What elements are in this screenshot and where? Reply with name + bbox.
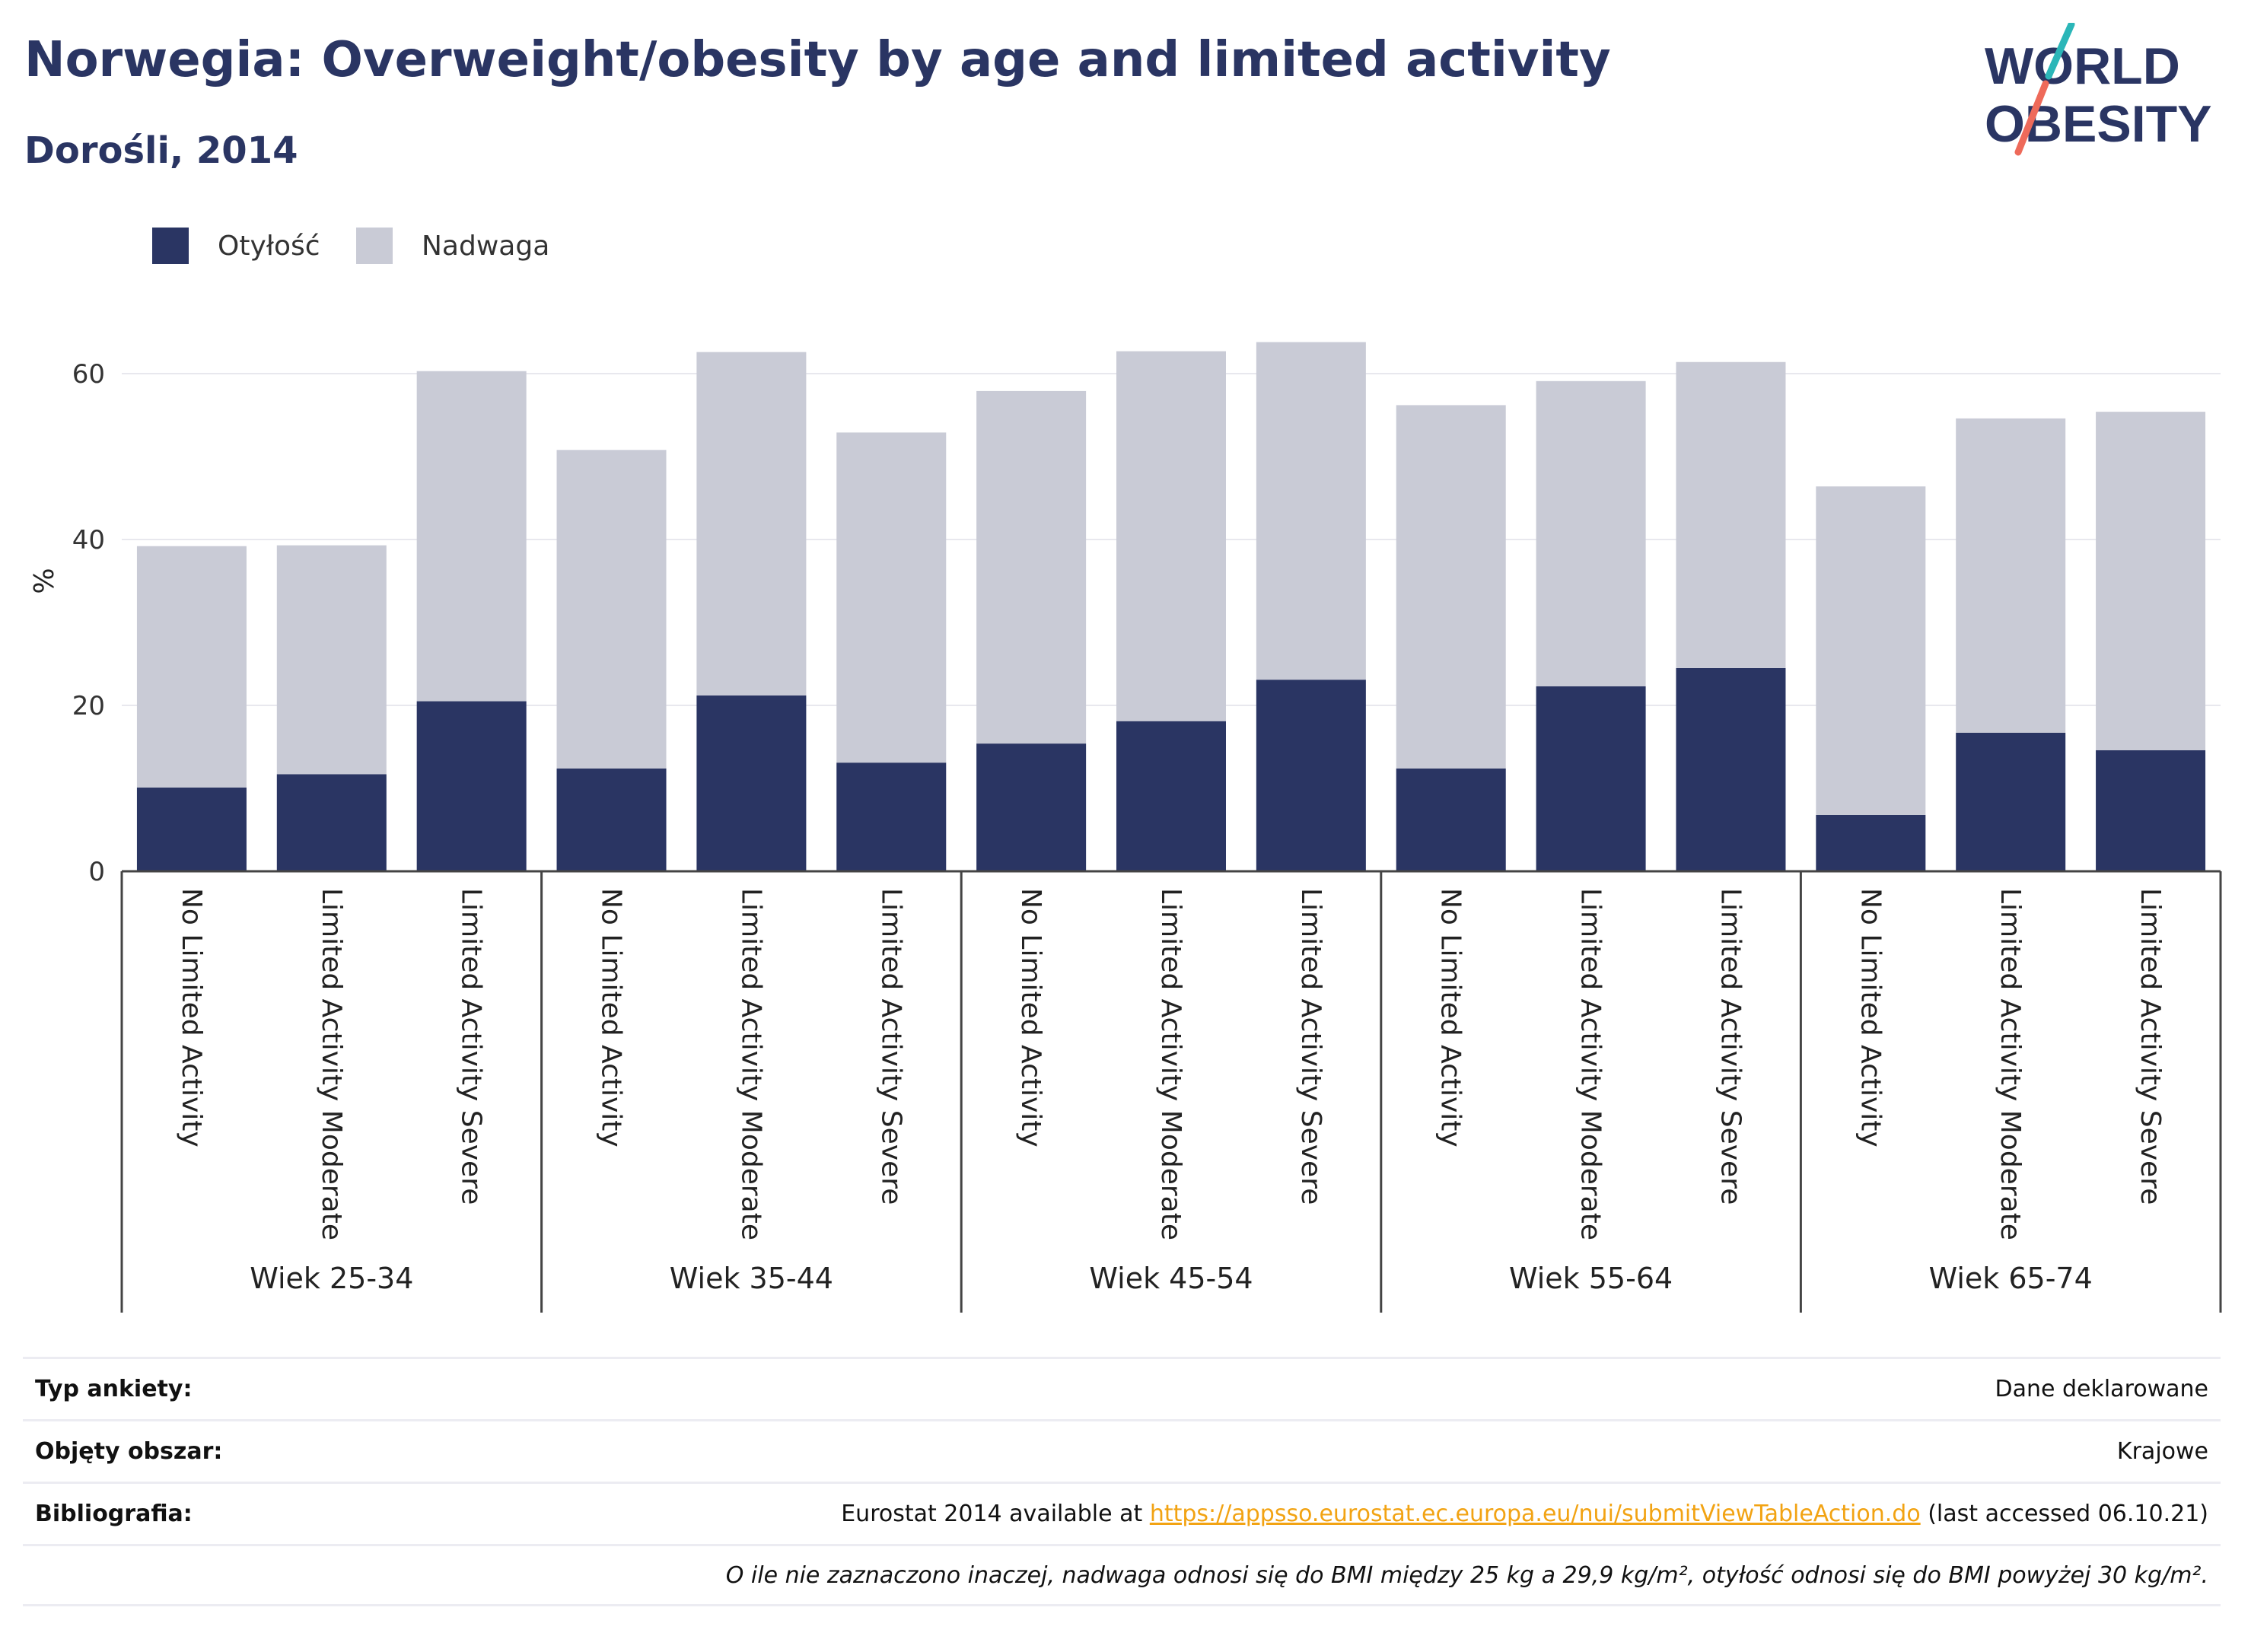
info-key: Typ ankiety:: [35, 1376, 193, 1402]
y-tick-label: 20: [72, 691, 105, 721]
legend-swatch-overweight: [356, 228, 393, 264]
legend-label-obesity: Otyłość: [218, 230, 320, 262]
x-tick-label: Limited Activity Moderate: [735, 888, 766, 1240]
info-row-area: Objęty obszar: Krajowe: [23, 1419, 2221, 1482]
x-tick-label: Limited Activity Severe: [456, 888, 487, 1205]
info-row-note: O ile nie zaznaczono inaczej, nadwaga od…: [23, 1544, 2221, 1606]
y-tick-label: 60: [72, 359, 105, 390]
bar-obesity: [1536, 686, 1646, 871]
stacked-bar-chart: 0 20 40 60% No Limited Activity Limited Activ…: [29, 342, 2222, 1313]
group-label: Wiek 35-44: [670, 1262, 833, 1295]
bibliography-prefix: Eurostat 2014 available at: [841, 1501, 1150, 1527]
bar-obesity: [136, 787, 247, 871]
chart-subtitle: Dorośli, 2014: [24, 129, 298, 172]
x-tick-label: Limited Activity Moderate: [316, 888, 347, 1240]
group-label: Wiek 55-64: [1509, 1262, 1673, 1295]
bibliography-link[interactable]: https://appsso.eurostat.ec.europa.eu/nui…: [1149, 1501, 1921, 1527]
chart-title: Norwegia: Overweight/obesity by age and …: [24, 32, 1611, 88]
bar-obesity: [556, 768, 667, 871]
y-axis-label: %: [29, 568, 60, 594]
bar-obesity: [976, 743, 1087, 871]
bar-overweight: [276, 545, 387, 775]
bar-overweight: [1536, 380, 1646, 686]
info-row-survey-type: Typ ankiety: Dane deklarowane: [23, 1357, 2221, 1419]
x-tick-label: No Limited Activity: [176, 888, 207, 1147]
bar-overweight: [1816, 486, 1926, 815]
bar-obesity: [1956, 732, 2066, 871]
logo-slash-top: [2045, 23, 2075, 80]
info-value: Krajowe: [2116, 1438, 2208, 1465]
x-tick-label: No Limited Activity: [1435, 888, 1466, 1147]
bar-overweight: [1956, 418, 2066, 733]
logo-slash-bottom: [2014, 80, 2049, 156]
bar-overweight: [136, 546, 247, 788]
info-value: Dane deklarowane: [1995, 1376, 2208, 1402]
info-table: Typ ankiety: Dane deklarowane Objęty obs…: [23, 1357, 2221, 1606]
x-tick-label: Limited Activity Severe: [1295, 888, 1326, 1205]
bar-overweight: [416, 371, 527, 702]
bar-overweight: [976, 390, 1087, 744]
x-tick-label: Limited Activity Moderate: [1575, 888, 1606, 1240]
info-key: Bibliografia:: [35, 1501, 193, 1527]
bar-overweight: [1116, 351, 1226, 721]
bar-obesity: [1116, 721, 1226, 871]
logo-line-1: WORLD: [1985, 37, 2180, 95]
bar-overweight: [696, 352, 807, 695]
legend-label-overweight: Nadwaga: [422, 230, 550, 262]
info-row-bibliography: Bibliografia: Eurostat 2014 available at…: [23, 1482, 2221, 1544]
x-tick-label: No Limited Activity: [596, 888, 627, 1147]
bar-obesity: [836, 762, 947, 871]
bibliography-suffix: (last accessed 06.10.21): [1920, 1501, 2208, 1527]
x-tick-label: Limited Activity Severe: [875, 888, 906, 1205]
bar-overweight: [2096, 412, 2206, 750]
legend-item-overweight[interactable]: Nadwaga: [356, 227, 549, 265]
info-value: Eurostat 2014 available at https://appss…: [841, 1501, 2208, 1527]
bar-obesity: [2096, 750, 2206, 871]
world-obesity-logo: WORLD OBESITY: [1985, 23, 2212, 156]
bar-obesity: [696, 695, 807, 871]
group-label: Wiek 65-74: [1929, 1262, 2093, 1295]
bar-obesity: [1396, 768, 1506, 871]
x-tick-label: Limited Activity Moderate: [1155, 888, 1186, 1240]
x-tick-label: No Limited Activity: [1015, 888, 1046, 1147]
info-key: Objęty obszar:: [35, 1438, 223, 1465]
group-label: Wiek 45-54: [1089, 1262, 1253, 1295]
x-tick-label: No Limited Activity: [1855, 888, 1886, 1147]
definition-note: O ile nie zaznaczono inaczej, nadwaga od…: [725, 1561, 2208, 1589]
y-tick-label: 0: [88, 857, 105, 887]
bar-obesity: [416, 701, 527, 871]
bar-overweight: [1676, 361, 1786, 668]
y-tick-label: 40: [72, 525, 105, 555]
bar-obesity: [276, 774, 387, 871]
bar-obesity: [1256, 680, 1366, 871]
bar-overweight: [1396, 405, 1506, 769]
x-tick-label: Limited Activity Severe: [2135, 888, 2166, 1205]
bar-overweight: [556, 450, 667, 769]
bar-overweight: [836, 432, 947, 763]
legend-item-obesity[interactable]: Otyłość: [152, 227, 320, 265]
group-label: Wiek 25-34: [250, 1262, 413, 1295]
bar-obesity: [1676, 667, 1786, 871]
bar-overweight: [1256, 342, 1366, 680]
legend-swatch-obesity: [152, 228, 189, 264]
x-tick-label: Limited Activity Moderate: [1995, 888, 2026, 1240]
x-tick-label: Limited Activity Severe: [1715, 888, 1746, 1205]
bar-obesity: [1816, 814, 1926, 871]
